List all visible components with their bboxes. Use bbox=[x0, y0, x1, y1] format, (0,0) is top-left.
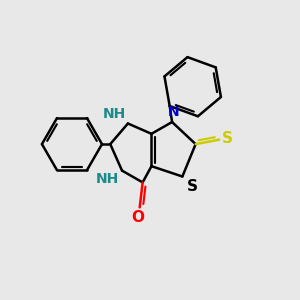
Text: S: S bbox=[222, 131, 233, 146]
Text: N: N bbox=[168, 105, 179, 119]
Text: NH: NH bbox=[103, 107, 126, 121]
Text: S: S bbox=[187, 179, 198, 194]
Text: NH: NH bbox=[96, 172, 119, 186]
Text: O: O bbox=[132, 210, 145, 225]
